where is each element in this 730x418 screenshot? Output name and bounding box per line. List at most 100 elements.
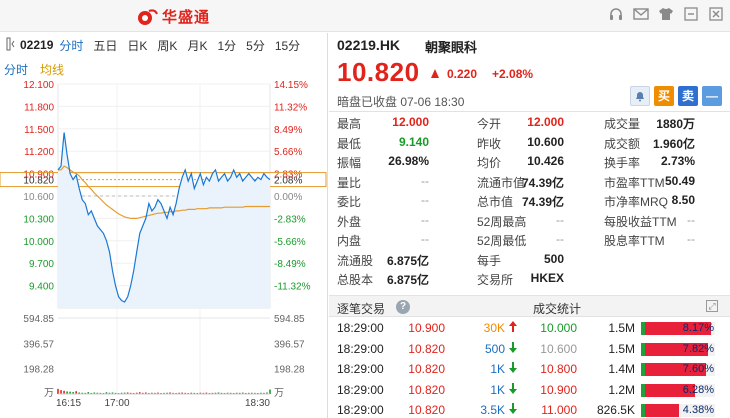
legend-moving-average[interactable]: 均线: [40, 63, 65, 77]
stat-volume: 826.5K: [596, 403, 635, 417]
percent-tick-label: -5.66%: [274, 237, 306, 248]
trade-volume: 3.5K: [480, 403, 505, 417]
market-status: 暗盘已收盘 07-06 18:30: [337, 95, 465, 109]
volume-bar: [69, 391, 71, 394]
stat-label: 总市值: [477, 195, 514, 209]
tab-5min[interactable]: 5分: [246, 38, 265, 53]
volume-bar: [126, 392, 129, 394]
stat-share-fill: [641, 383, 696, 397]
volume-bar: [99, 392, 102, 394]
last-price-highlight: [0, 172, 327, 188]
stat-label: 成交量: [604, 117, 641, 131]
minimize-icon[interactable]: [683, 6, 699, 24]
mail-icon[interactable]: [633, 6, 649, 24]
trade-volume: 30K: [483, 321, 505, 335]
volume-bar: [111, 392, 114, 394]
tab-weekly-k[interactable]: 周K: [157, 38, 178, 53]
trade-row[interactable]: 18:29:00 10.820 1K 10.900 1.2M 6.28%: [329, 380, 730, 400]
volume-bar: [214, 392, 217, 394]
help-icon[interactable]: ?: [396, 300, 410, 314]
shirt-icon[interactable]: [658, 6, 674, 24]
expand-icon[interactable]: ⤢: [706, 300, 718, 312]
stat-share-percent: 6.28%: [682, 383, 714, 396]
tab-1min[interactable]: 1分: [217, 38, 237, 53]
percent-tick-label: 2.83%: [274, 170, 302, 181]
stat-value: 9.140: [398, 134, 429, 149]
tick-trades-title[interactable]: 逐笔交易: [337, 302, 386, 316]
stat-label: 成交额: [604, 136, 641, 151]
volume-bar: [135, 392, 138, 394]
volume-bar: [266, 392, 268, 394]
volume-bar: [117, 392, 120, 394]
tab-intraday[interactable]: 分时: [59, 38, 84, 53]
legend-intraday[interactable]: 分时: [4, 63, 29, 77]
stats-row: 流通股 6.875亿 每手 500: [329, 250, 730, 269]
stat-price: 10.000: [540, 321, 577, 335]
stat-label: 内盘: [337, 234, 362, 248]
panel-toggle-icon[interactable]: [6, 37, 20, 54]
stat-label: 最高: [337, 117, 362, 131]
volume-bar: [217, 392, 220, 394]
intraday-chart[interactable]: 12.100 14.15% 11.800 11.32% 11.500 8.49% 11.20…: [0, 78, 328, 418]
stats-row: 量比 -- 流通市值 74.39亿 市盈率TTM 50.49: [329, 172, 730, 191]
stat-label: 市净率MRQ: [604, 195, 668, 209]
sell-button[interactable]: 卖: [678, 86, 698, 106]
stat-value: 1.960亿: [652, 136, 695, 151]
price-tick-label: 9.700: [29, 259, 54, 270]
price-tick-label: 11.500: [24, 125, 54, 136]
stat-label: 振幅: [337, 156, 362, 170]
stat-share-fill: [641, 363, 707, 376]
stat-label: 均价: [477, 156, 502, 170]
stat-share-bar: 4.38%: [641, 404, 715, 417]
stat-share-fill: [641, 322, 712, 335]
tab-five-day[interactable]: 五日: [93, 38, 118, 53]
price-tick-label: 9.400: [29, 282, 54, 293]
close-icon[interactable]: [708, 6, 724, 24]
trade-row[interactable]: 18:29:00 10.820 1K 10.800 1.4M 7.60%: [329, 359, 730, 379]
trade-time: 18:29:00: [337, 403, 384, 417]
price-tick-label: 11.200: [24, 147, 54, 158]
trade-row[interactable]: 18:29:00 10.820 500 10.600 1.5M 7.82%: [329, 339, 730, 359]
volume-bar: [151, 392, 153, 394]
alert-bell-button[interactable]: [630, 86, 650, 106]
volume-bar: [263, 392, 265, 394]
tab-15min[interactable]: 15分: [274, 38, 301, 53]
volume-bar: [102, 392, 105, 394]
trade-row[interactable]: 18:29:00 10.820 3.5K 11.000 826.5K 4.38%: [329, 400, 730, 418]
volume-bar: [160, 392, 162, 394]
stat-share-bar: 7.60%: [641, 363, 715, 376]
trades-section-header: 逐笔交易 ? 成交统计 ⤢: [329, 295, 730, 317]
percent-tick-label: 14.15%: [274, 80, 308, 91]
stat-price: 10.600: [540, 341, 577, 356]
tab-monthly-k[interactable]: 月K: [187, 38, 208, 53]
volume-bar: [60, 390, 62, 394]
volume-bar: [154, 392, 156, 394]
headset-icon[interactable]: [608, 6, 624, 24]
volume-bar: [145, 392, 147, 394]
buy-button[interactable]: 买: [654, 86, 674, 106]
stat-label: 外盘: [337, 214, 362, 229]
volume-bar: [190, 392, 193, 394]
stat-value: --: [556, 232, 564, 246]
volume-bar: [75, 391, 77, 394]
stat-label: 每手: [477, 253, 502, 268]
arrow-down-icon: [509, 362, 517, 376]
volume-unit-label-right: 万: [274, 388, 284, 399]
volume-tick-label: 396.57: [23, 339, 54, 350]
stat-label: 流通市值: [477, 175, 526, 190]
volume-bar: [84, 392, 87, 394]
collapse-button[interactable]: —: [702, 86, 722, 106]
stat-share-percent: 8.17%: [682, 322, 714, 334]
volume-stats-title[interactable]: 成交统计: [533, 302, 582, 316]
stat-volume: 1.2M: [608, 382, 635, 397]
volume-tick-label-right: 198.28: [274, 365, 305, 376]
tab-daily-k[interactable]: 日K: [127, 38, 148, 53]
volume-bar: [90, 392, 93, 394]
stock-name: 朝聚眼科: [425, 40, 478, 55]
stat-label: 交易所: [477, 273, 514, 287]
stat-value: 10.426: [527, 154, 564, 168]
volume-tick-label: 594.85: [23, 314, 54, 325]
trade-row[interactable]: 18:29:00 10.900 30K 10.000 1.5M 8.17%: [329, 318, 730, 338]
volume-bar: [187, 392, 190, 394]
stat-value: 10.600: [527, 134, 564, 149]
